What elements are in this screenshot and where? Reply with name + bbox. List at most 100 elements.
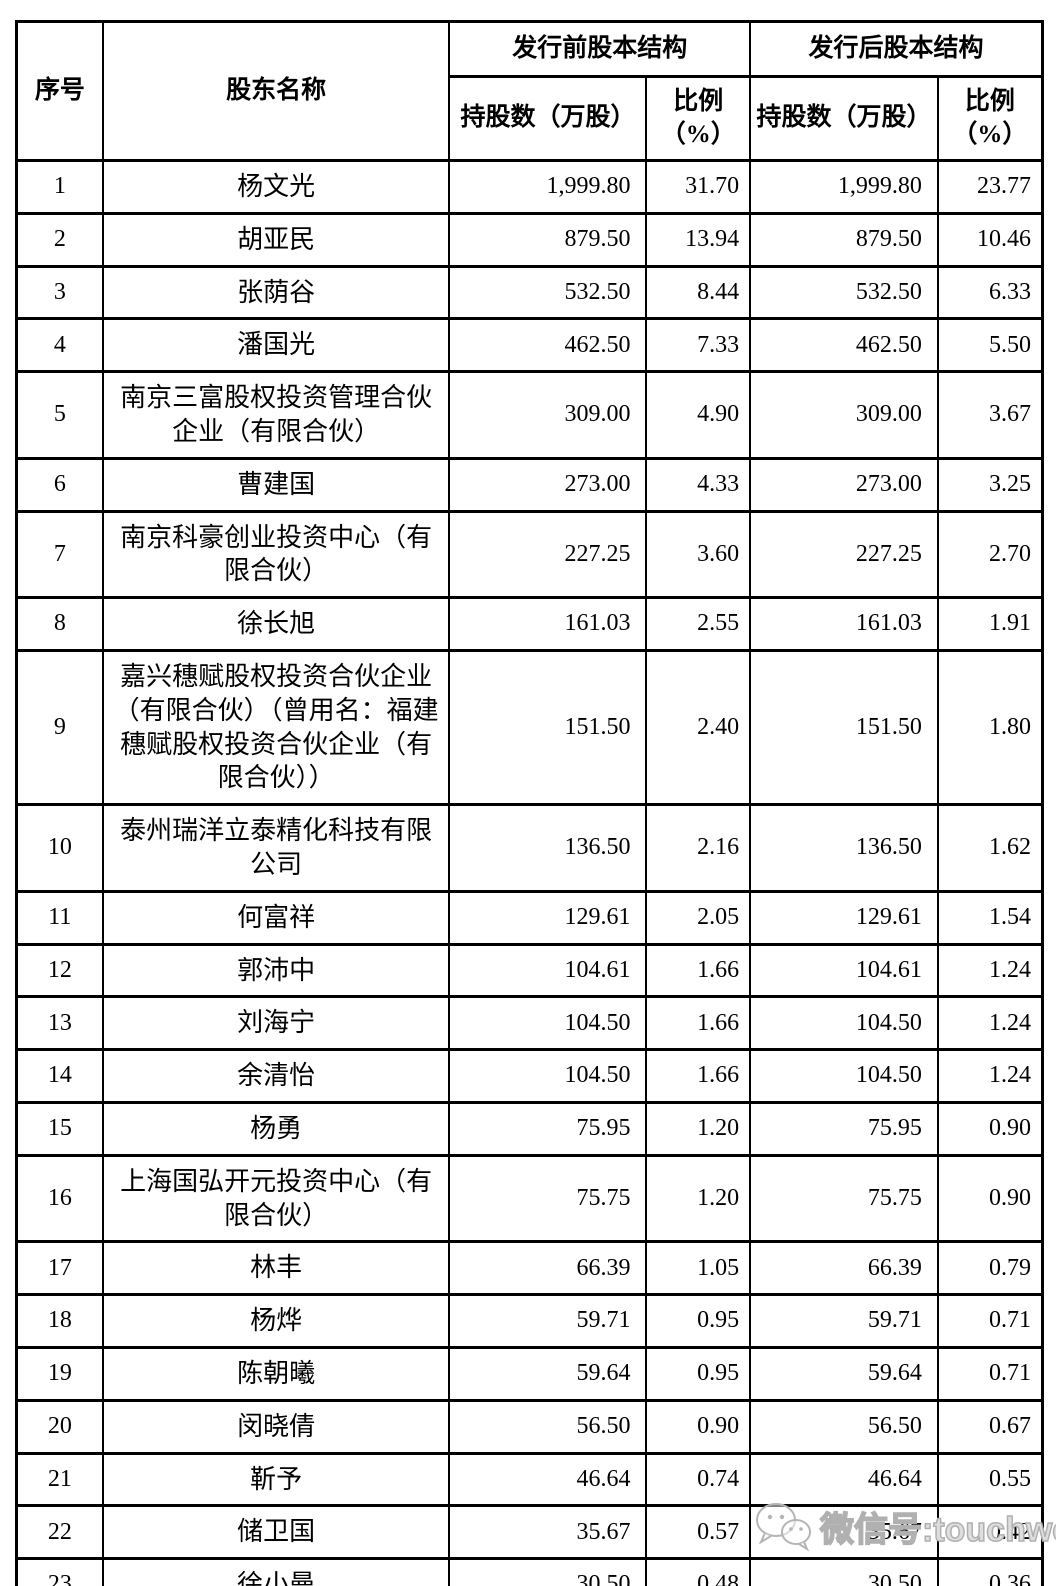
row-index: 14 bbox=[15, 1048, 104, 1104]
row-index: 8 bbox=[15, 596, 104, 652]
post-shares-value: 1,999.80 bbox=[749, 159, 939, 215]
shareholder-name: 林丰 bbox=[101, 1240, 451, 1297]
post-shares-value: 30.50 bbox=[749, 1557, 939, 1586]
post-shares-value: 56.50 bbox=[749, 1398, 939, 1455]
post-shares-value: 532.50 bbox=[749, 264, 939, 321]
table-row: 17 林丰 66.39 1.05 66.39 0.79 bbox=[15, 1240, 1044, 1297]
pre-shares-value: 532.50 bbox=[448, 264, 648, 321]
pre-shares-value: 75.95 bbox=[448, 1100, 648, 1157]
row-index: 12 bbox=[15, 942, 104, 999]
shareholder-name: 何富祥 bbox=[101, 889, 451, 946]
post-ratio-value: 1.91 bbox=[936, 596, 1044, 652]
shareholder-name: 张荫谷 bbox=[101, 264, 451, 321]
post-ratio-value: 0.71 bbox=[936, 1293, 1044, 1349]
pre-shares-value: 104.50 bbox=[448, 995, 648, 1052]
row-index: 6 bbox=[15, 456, 104, 513]
table-body: 1 杨文光 1,999.80 31.70 1,999.80 23.77 2 胡亚民 879.50… bbox=[15, 159, 1044, 1586]
post-ratio-value: 23.77 bbox=[936, 159, 1044, 215]
post-ratio-value: 1.24 bbox=[936, 995, 1044, 1052]
pre-ratio-value: 3.60 bbox=[645, 509, 752, 600]
post-ratio-value: 0.55 bbox=[936, 1451, 1044, 1508]
row-index: 18 bbox=[15, 1293, 104, 1349]
pre-ratio-value: 0.95 bbox=[645, 1293, 752, 1349]
post-shares-value: 309.00 bbox=[749, 370, 939, 460]
pre-ratio-value: 0.90 bbox=[645, 1398, 752, 1455]
shareholder-name: 上海国弘开元投资中心（有限合伙） bbox=[101, 1153, 451, 1244]
post-shares-value: 151.50 bbox=[749, 648, 939, 807]
pre-shares-value: 273.00 bbox=[448, 456, 648, 513]
pre-shares-value: 46.64 bbox=[448, 1451, 648, 1508]
pre-ratio-value: 2.16 bbox=[645, 803, 752, 893]
post-shares-value: 136.50 bbox=[749, 803, 939, 893]
post-ratio-value: 5.50 bbox=[936, 317, 1044, 374]
post-ratio-value: 1.54 bbox=[936, 889, 1044, 946]
post-shares-value: 104.61 bbox=[749, 942, 939, 999]
pre-ratio-value: 13.94 bbox=[645, 211, 752, 268]
header-post-issue-group: 发行后股本结构 bbox=[749, 20, 1044, 78]
post-ratio-value: 6.33 bbox=[936, 264, 1044, 321]
pre-ratio-value: 4.33 bbox=[645, 456, 752, 513]
table-row: 12 郭沛中 104.61 1.66 104.61 1.24 bbox=[15, 942, 1044, 999]
header-pre-ratio: 比例 （%） bbox=[645, 75, 752, 162]
shareholder-name: 泰州瑞洋立泰精化科技有限公司 bbox=[101, 803, 451, 893]
post-shares-value: 104.50 bbox=[749, 995, 939, 1052]
table-row: 21 靳予 46.64 0.74 46.64 0.55 bbox=[15, 1451, 1044, 1508]
table-row: 20 闵晓倩 56.50 0.90 56.50 0.67 bbox=[15, 1398, 1044, 1455]
pre-ratio-value: 2.40 bbox=[645, 648, 752, 807]
shareholder-name: 郭沛中 bbox=[101, 942, 451, 999]
post-shares-value: 59.64 bbox=[749, 1345, 939, 1402]
row-index: 9 bbox=[15, 648, 104, 807]
header-post-shares: 持股数（万股） bbox=[749, 75, 939, 162]
header-index: 序号 bbox=[15, 20, 104, 162]
pre-ratio-value: 4.90 bbox=[645, 370, 752, 460]
row-index: 22 bbox=[15, 1504, 104, 1561]
post-shares-value: 462.50 bbox=[749, 317, 939, 374]
pre-ratio-value: 1.20 bbox=[645, 1153, 752, 1244]
post-ratio-value: 1.24 bbox=[936, 942, 1044, 999]
header-shareholder-name: 股东名称 bbox=[101, 20, 451, 162]
shareholder-name: 杨文光 bbox=[101, 159, 451, 215]
post-shares-value: 46.64 bbox=[749, 1451, 939, 1508]
post-ratio-value: 3.25 bbox=[936, 456, 1044, 513]
pre-shares-value: 104.61 bbox=[448, 942, 648, 999]
header-pre-issue-group: 发行前股本结构 bbox=[448, 20, 752, 78]
row-index: 1 bbox=[15, 159, 104, 215]
post-ratio-value: 0.36 bbox=[936, 1557, 1044, 1586]
shareholder-name: 杨勇 bbox=[101, 1100, 451, 1157]
pre-ratio-value: 2.05 bbox=[645, 889, 752, 946]
header-ratio-line1: 比例 bbox=[673, 88, 724, 115]
shareholder-name: 徐小曼 bbox=[101, 1557, 451, 1586]
post-shares-value: 104.50 bbox=[749, 1048, 939, 1104]
post-shares-value: 273.00 bbox=[749, 456, 939, 513]
post-ratio-value: 0.67 bbox=[936, 1398, 1044, 1455]
row-index: 17 bbox=[15, 1240, 104, 1297]
pre-shares-value: 59.64 bbox=[448, 1345, 648, 1402]
pre-shares-value: 129.61 bbox=[448, 889, 648, 946]
header-post-ratio: 比例 （%） bbox=[936, 75, 1044, 162]
table-row: 14 余清怡 104.50 1.66 104.50 1.24 bbox=[15, 1048, 1044, 1104]
pre-shares-value: 56.50 bbox=[448, 1398, 648, 1455]
post-ratio-value: 3.67 bbox=[936, 370, 1044, 460]
table-row: 11 何富祥 129.61 2.05 129.61 1.54 bbox=[15, 889, 1044, 946]
shareholder-name: 储卫国 bbox=[101, 1504, 451, 1561]
pre-shares-value: 161.03 bbox=[448, 596, 648, 652]
row-index: 21 bbox=[15, 1451, 104, 1508]
pre-shares-value: 59.71 bbox=[448, 1293, 648, 1349]
row-index: 5 bbox=[15, 370, 104, 460]
row-index: 4 bbox=[15, 317, 104, 374]
table-row: 19 陈朝曦 59.64 0.95 59.64 0.71 bbox=[15, 1345, 1044, 1402]
post-ratio-value: 1.62 bbox=[936, 803, 1044, 893]
header-row-sub: 持股数（万股） 比例 （%） 持股数（万股） 比例 （%） bbox=[17, 75, 1044, 162]
row-index: 20 bbox=[15, 1398, 104, 1455]
post-shares-value: 75.95 bbox=[749, 1100, 939, 1157]
pre-ratio-value: 0.74 bbox=[645, 1451, 752, 1508]
table-row: 5 南京三富股权投资管理合伙企业（有限合伙） 309.00 4.90 309.00 3.6… bbox=[15, 370, 1044, 460]
row-index: 3 bbox=[15, 264, 104, 321]
shareholder-name: 南京三富股权投资管理合伙企业（有限合伙） bbox=[101, 370, 451, 460]
table-row: 10 泰州瑞洋立泰精化科技有限公司 136.50 2.16 136.50 1.62 bbox=[15, 803, 1044, 893]
shareholder-name: 陈朝曦 bbox=[101, 1345, 451, 1402]
pre-ratio-value: 1.20 bbox=[645, 1100, 752, 1157]
shareholder-name: 余清怡 bbox=[101, 1048, 451, 1104]
table-row: 9 嘉兴穗赋股权投资合伙企业（有限合伙）（曾用名：福建穗赋股权投资合伙企业（有限合… bbox=[15, 648, 1044, 807]
